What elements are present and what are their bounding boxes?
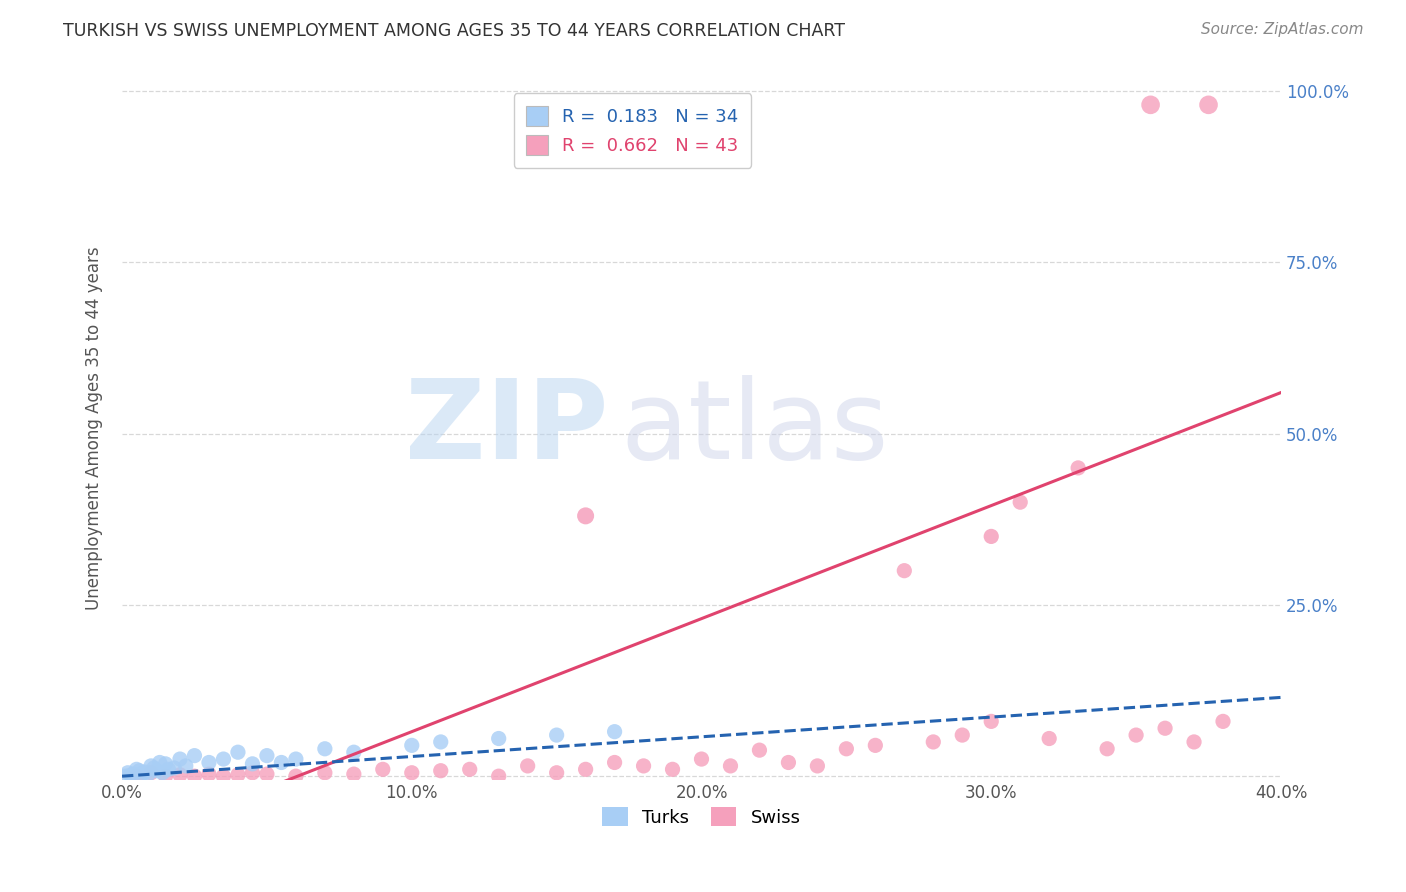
Point — [139, 759, 162, 773]
Point — [401, 765, 423, 780]
Point — [174, 759, 197, 773]
Point — [1038, 731, 1060, 746]
Point — [120, 768, 142, 782]
Point — [950, 728, 973, 742]
Point — [157, 762, 180, 776]
Point — [270, 756, 292, 770]
Point — [1095, 741, 1118, 756]
Point — [314, 741, 336, 756]
Point — [343, 745, 366, 759]
Point — [125, 769, 148, 783]
Point — [778, 756, 800, 770]
Point — [835, 741, 858, 756]
Point — [603, 756, 626, 770]
Point — [1182, 735, 1205, 749]
Point — [922, 735, 945, 749]
Point — [136, 767, 159, 781]
Point — [142, 761, 165, 775]
Point — [429, 735, 451, 749]
Point — [131, 766, 153, 780]
Point — [114, 769, 136, 783]
Point — [1198, 98, 1220, 112]
Point — [314, 765, 336, 780]
Text: TURKISH VS SWISS UNEMPLOYMENT AMONG AGES 35 TO 44 YEARS CORRELATION CHART: TURKISH VS SWISS UNEMPLOYMENT AMONG AGES… — [63, 22, 845, 40]
Point — [128, 764, 150, 778]
Point — [284, 769, 307, 783]
Text: ZIP: ZIP — [405, 375, 609, 482]
Point — [146, 764, 169, 778]
Point — [980, 529, 1002, 543]
Point — [198, 756, 221, 770]
Point — [212, 769, 235, 783]
Point — [155, 769, 177, 783]
Point — [1139, 98, 1161, 112]
Point — [169, 752, 191, 766]
Point — [226, 745, 249, 759]
Point — [1067, 461, 1090, 475]
Point — [865, 739, 887, 753]
Point — [134, 765, 156, 780]
Point — [1125, 728, 1147, 742]
Point — [546, 728, 568, 742]
Point — [690, 752, 713, 766]
Point — [661, 762, 683, 776]
Point — [125, 762, 148, 776]
Point — [633, 759, 655, 773]
Point — [1010, 495, 1032, 509]
Point — [122, 767, 145, 781]
Point — [169, 768, 191, 782]
Point — [155, 756, 177, 771]
Point — [284, 752, 307, 766]
Point — [401, 739, 423, 753]
Point — [242, 756, 264, 771]
Point — [575, 508, 598, 523]
Point — [152, 765, 174, 780]
Point — [149, 756, 172, 770]
Point — [720, 759, 742, 773]
Point — [371, 762, 394, 776]
Point — [516, 759, 538, 773]
Point — [488, 731, 510, 746]
Point — [256, 767, 278, 781]
Point — [575, 762, 598, 776]
Point — [139, 765, 162, 780]
Point — [806, 759, 828, 773]
Text: atlas: atlas — [620, 375, 889, 482]
Point — [980, 714, 1002, 729]
Point — [212, 752, 235, 766]
Point — [343, 767, 366, 781]
Y-axis label: Unemployment Among Ages 35 to 44 years: Unemployment Among Ages 35 to 44 years — [86, 247, 103, 610]
Point — [546, 765, 568, 780]
Point — [488, 769, 510, 783]
Point — [226, 768, 249, 782]
Point — [117, 765, 139, 780]
Point — [748, 743, 770, 757]
Point — [1154, 721, 1177, 735]
Point — [603, 724, 626, 739]
Point — [198, 767, 221, 781]
Legend: Turks, Swiss: Turks, Swiss — [595, 800, 808, 834]
Point — [183, 748, 205, 763]
Point — [429, 764, 451, 778]
Text: Source: ZipAtlas.com: Source: ZipAtlas.com — [1201, 22, 1364, 37]
Point — [893, 564, 915, 578]
Point — [458, 762, 481, 776]
Point — [163, 761, 186, 775]
Point — [242, 765, 264, 780]
Point — [1212, 714, 1234, 729]
Point — [183, 769, 205, 783]
Point — [256, 748, 278, 763]
